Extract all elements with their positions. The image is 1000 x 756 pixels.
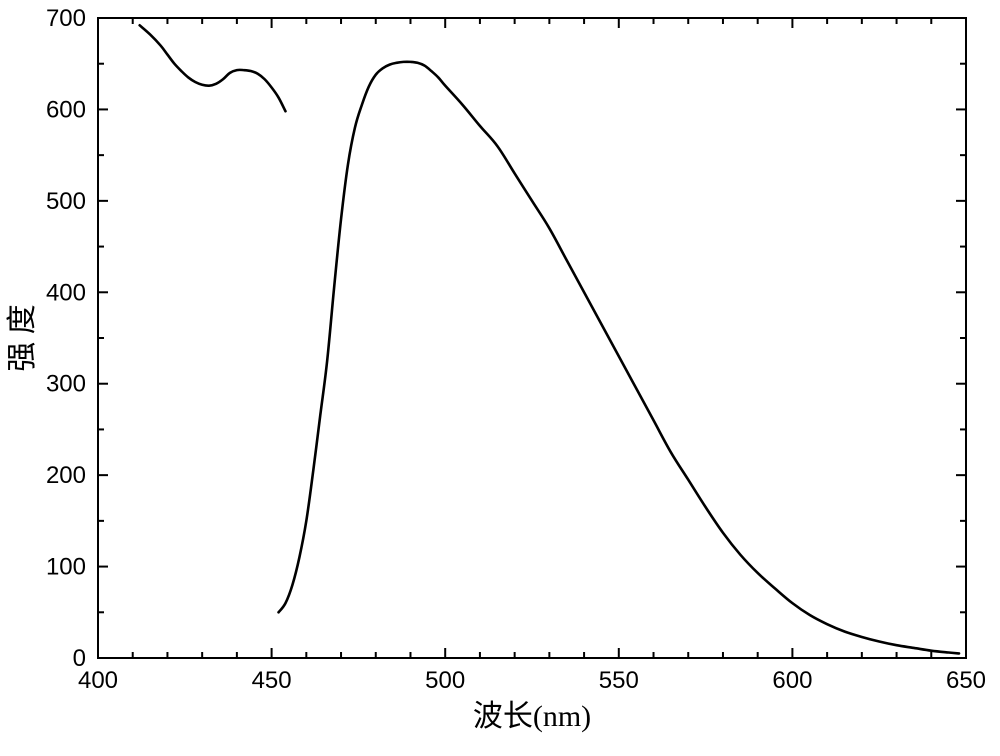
series-excitation bbox=[140, 25, 286, 111]
spectrum-chart: 4004505005506006500100200300400500600700… bbox=[0, 0, 1000, 756]
x-tick-label: 650 bbox=[946, 667, 986, 694]
y-tick-label: 600 bbox=[46, 96, 86, 123]
y-tick-label: 400 bbox=[46, 279, 86, 306]
x-tick-label: 600 bbox=[772, 667, 812, 694]
x-tick-label: 500 bbox=[425, 667, 465, 694]
x-tick-label: 450 bbox=[252, 667, 292, 694]
chart-container: 4004505005506006500100200300400500600700… bbox=[0, 0, 1000, 756]
series-emission bbox=[279, 62, 960, 654]
y-tick-label: 500 bbox=[46, 188, 86, 215]
y-axis-title: 强 度 bbox=[6, 304, 39, 372]
y-tick-label: 100 bbox=[46, 554, 86, 581]
x-axis-title: 波长(nm) bbox=[473, 700, 591, 733]
y-tick-label: 300 bbox=[46, 371, 86, 398]
y-tick-label: 0 bbox=[73, 645, 86, 672]
plot-box bbox=[98, 18, 966, 658]
y-tick-label: 700 bbox=[46, 5, 86, 32]
y-tick-label: 200 bbox=[46, 462, 86, 489]
x-tick-label: 550 bbox=[599, 667, 639, 694]
